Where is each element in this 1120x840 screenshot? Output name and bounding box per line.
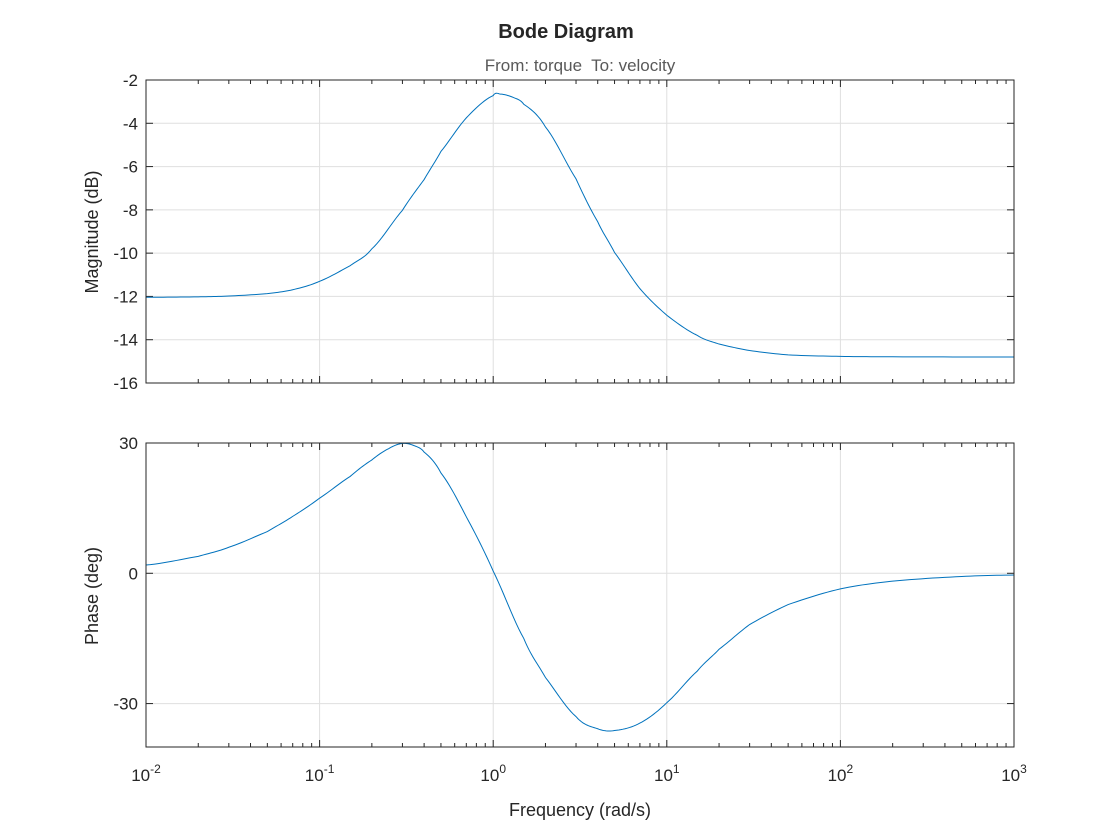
x-tick-exponent: 3 (1020, 762, 1027, 776)
x-tick-base: 10 (654, 766, 673, 785)
chart-subtitle: From: torque To: velocity (485, 56, 676, 75)
phase-trace (145, 442, 1015, 732)
y-tick-label: -16 (113, 374, 138, 393)
y-tick-label: -12 (113, 287, 138, 306)
x-axis-label: Frequency (rad/s) (509, 800, 651, 820)
y-tick-label: -8 (123, 201, 138, 220)
magnitude-axes-frame (145, 79, 1015, 384)
x-tick-exponent: 1 (673, 762, 680, 776)
x-tick-base: 10 (1001, 766, 1020, 785)
x-tick-labels: 10-2 10-1 100 101 102 103 (131, 762, 1027, 785)
phase-axes: 30 0 -30 (113, 434, 1015, 748)
x-tick-label: 100 (480, 762, 506, 785)
magnitude-axes: -2 -4 -6 -8 -10 -12 -14 -16 (113, 71, 1015, 393)
x-tick-exponent: -2 (150, 762, 161, 776)
x-tick-label: 10-1 (305, 762, 335, 785)
y-tick-label: -6 (123, 158, 138, 177)
y-tick-label: 0 (129, 564, 138, 583)
phase-axes-frame (145, 442, 1015, 748)
x-tick-exponent: 0 (499, 762, 506, 776)
x-tick-exponent: 2 (847, 762, 854, 776)
x-tick-base: 10 (305, 766, 324, 785)
x-tick-base: 10 (480, 766, 499, 785)
x-tick-label: 101 (654, 762, 680, 785)
x-tick-exponent: -1 (324, 762, 335, 776)
x-tick-label: 102 (828, 762, 854, 785)
x-tick-base: 10 (131, 766, 150, 785)
x-tick-base: 10 (828, 766, 847, 785)
y-tick-label: 30 (119, 434, 138, 453)
y-tick-label: -14 (113, 331, 138, 350)
y-tick-label: -30 (113, 695, 138, 714)
y-tick-label: -10 (113, 244, 138, 263)
magnitude-trace (145, 92, 1015, 358)
x-tick-label: 10-2 (131, 762, 161, 785)
chart-title: Bode Diagram (498, 21, 634, 43)
x-tick-label: 103 (1001, 762, 1027, 785)
y-tick-label: -4 (123, 114, 138, 133)
phase-y-label: Phase (deg) (82, 547, 102, 645)
y-tick-label: -2 (123, 71, 138, 90)
magnitude-y-label: Magnitude (dB) (82, 170, 102, 293)
